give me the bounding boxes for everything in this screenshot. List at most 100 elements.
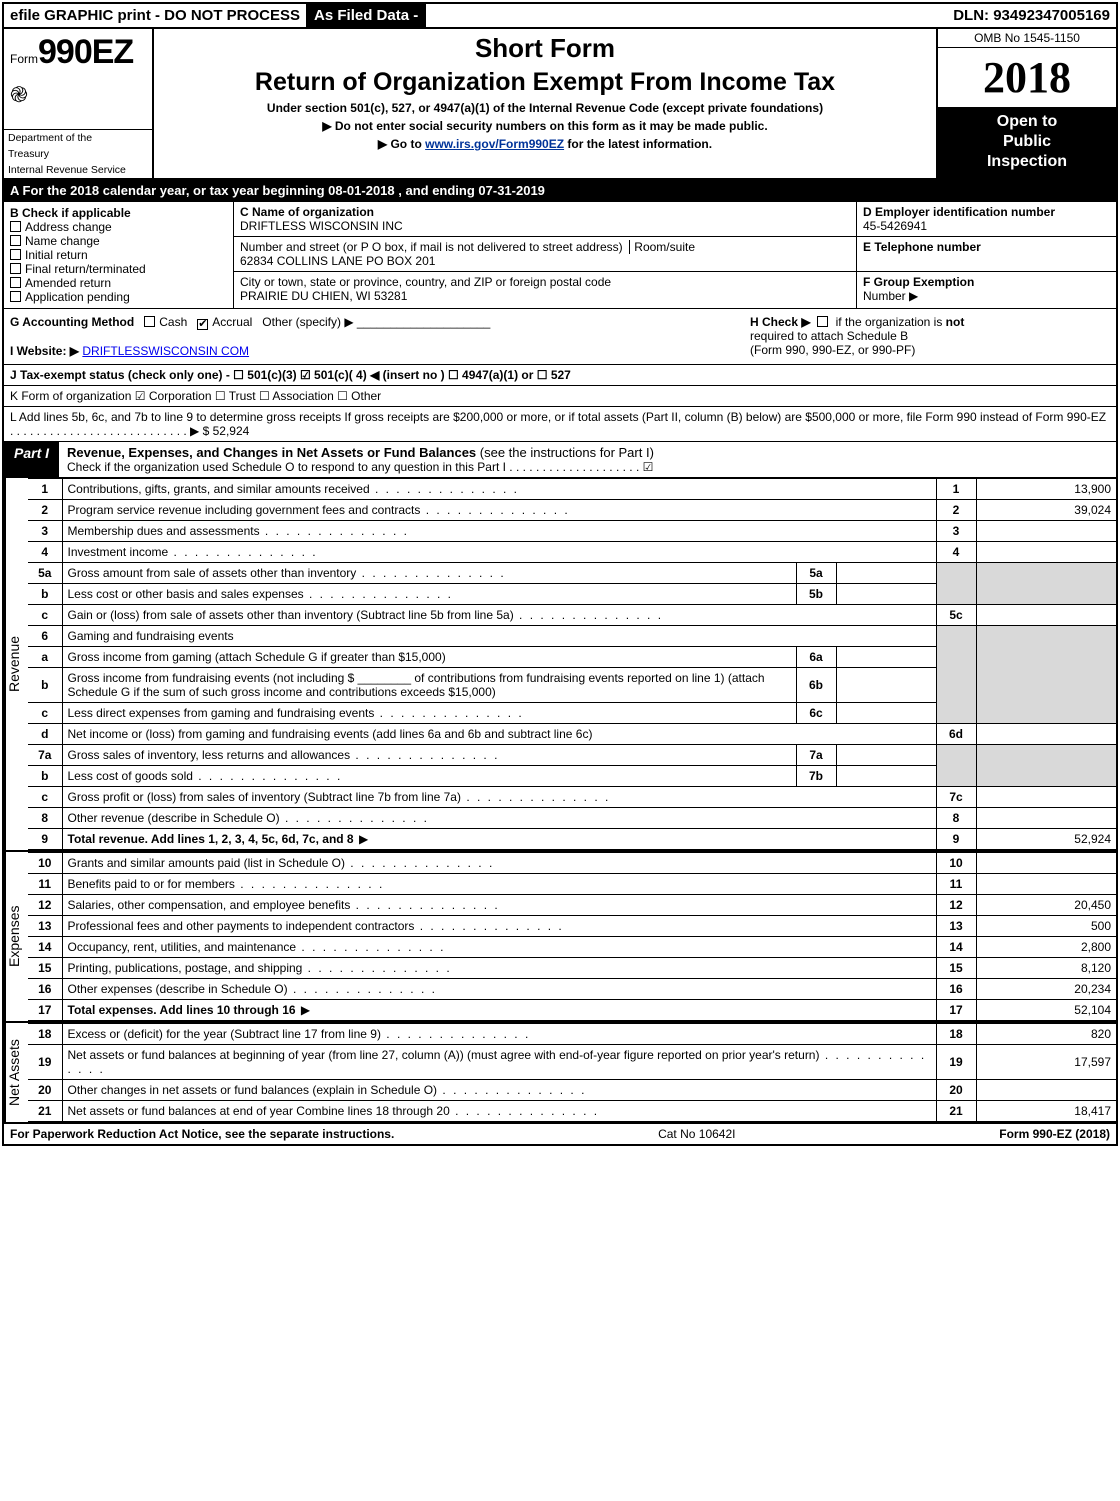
ein-value: 45-5426941 bbox=[863, 219, 927, 233]
sub-501c: Under section 501(c), 527, or 4947(a)(1)… bbox=[162, 101, 928, 115]
b-opt-amended[interactable]: Amended return bbox=[10, 276, 227, 290]
form-header: Form 990EZ ֎ Department of the Treasury … bbox=[4, 29, 1116, 180]
e-label: E Telephone number bbox=[863, 240, 981, 254]
b-opt-initial[interactable]: Initial return bbox=[10, 248, 227, 262]
form-prefix: Form bbox=[10, 52, 38, 66]
org-address: 62834 COLLINS LANE PO BOX 201 bbox=[240, 254, 435, 268]
line-21: 21Net assets or fund balances at end of … bbox=[28, 1101, 1116, 1122]
netassets-table: 18Excess or (deficit) for the year (Subt… bbox=[28, 1023, 1116, 1122]
expenses-table: 10Grants and similar amounts paid (list … bbox=[28, 852, 1116, 1021]
e-phone: E Telephone number bbox=[857, 237, 1116, 272]
revenue-table: 1Contributions, gifts, grants, and simil… bbox=[28, 478, 1116, 850]
checkbox-icon[interactable] bbox=[10, 235, 21, 246]
b-label: B Check if applicable bbox=[10, 206, 227, 220]
c-address: Number and street (or P O box, if mail i… bbox=[234, 237, 856, 272]
header-left: Form 990EZ ֎ Department of the Treasury … bbox=[4, 29, 154, 178]
org-name: DRIFTLESS WISCONSIN INC bbox=[240, 219, 403, 233]
netassets-body: 18Excess or (deficit) for the year (Subt… bbox=[28, 1023, 1116, 1122]
c-name: C Name of organization DRIFTLESS WISCONS… bbox=[234, 202, 856, 237]
revenue-body: 1Contributions, gifts, grants, and simil… bbox=[28, 478, 1116, 850]
checkbox-icon[interactable] bbox=[10, 263, 21, 274]
line-13: 13Professional fees and other payments t… bbox=[28, 916, 1116, 937]
line-14: 14Occupancy, rent, utilities, and mainte… bbox=[28, 937, 1116, 958]
checkbox-icon[interactable] bbox=[10, 277, 21, 288]
f-label: F Group Exemption bbox=[863, 275, 974, 289]
line-a-tax-year: A For the 2018 calendar year, or tax yea… bbox=[4, 180, 1116, 202]
checkbox-icon[interactable] bbox=[10, 291, 21, 302]
efile-dln: DLN: 93492347005169 bbox=[947, 4, 1116, 27]
side-label-expenses: Expenses bbox=[4, 852, 28, 1021]
line-10: 10Grants and similar amounts paid (list … bbox=[28, 853, 1116, 874]
irs-seal-icon: ֎ bbox=[4, 80, 152, 109]
footer-cat-no: Cat No 10642I bbox=[394, 1127, 999, 1141]
line-8: 8Other revenue (describe in Schedule O)8 bbox=[28, 808, 1116, 829]
line-7a: 7aGross sales of inventory, less returns… bbox=[28, 745, 1116, 766]
f-label2: Number ▶ bbox=[863, 289, 918, 303]
line-2: 2Program service revenue including gover… bbox=[28, 500, 1116, 521]
footer-left: For Paperwork Reduction Act Notice, see … bbox=[10, 1127, 394, 1141]
j-tax-exempt: J Tax-exempt status (check only one) - ☐… bbox=[4, 365, 1116, 386]
open-line3: Inspection bbox=[940, 152, 1114, 172]
line-6: 6Gaming and fundraising events bbox=[28, 626, 1116, 647]
h-schedule-b: H Check ▶ if the organization is not req… bbox=[750, 315, 1110, 358]
sub-goto-pre: ▶ Go to bbox=[378, 137, 425, 151]
g-h-row: G Accounting Method Cash Accrual Other (… bbox=[4, 309, 1116, 365]
f-group-exemption: F Group Exemption Number ▶ bbox=[857, 272, 1116, 306]
part-1-tag: Part I bbox=[4, 442, 59, 477]
d-ein: D Employer identification number 45-5426… bbox=[857, 202, 1116, 237]
irs-link[interactable]: www.irs.gov/Form990EZ bbox=[425, 137, 564, 151]
checkbox-icon[interactable] bbox=[197, 319, 208, 330]
k-form-org: K Form of organization ☑ Corporation ☐ T… bbox=[4, 386, 1116, 407]
omb-number: OMB No 1545-1150 bbox=[938, 29, 1116, 48]
net-assets-section: Net Assets 18Excess or (deficit) for the… bbox=[4, 1021, 1116, 1122]
g-label: G Accounting Method bbox=[10, 315, 134, 329]
room-label: Room/suite bbox=[629, 240, 695, 254]
efile-as-filed: As Filed Data - bbox=[306, 4, 426, 27]
expenses-section: Expenses 10Grants and similar amounts pa… bbox=[4, 850, 1116, 1021]
website-link[interactable]: DRIFTLESSWISCONSIN COM bbox=[82, 344, 249, 358]
b-opt-name[interactable]: Name change bbox=[10, 234, 227, 248]
efile-bar: efile GRAPHIC print - DO NOT PROCESS As … bbox=[4, 4, 1116, 29]
form-number: 990EZ bbox=[38, 33, 133, 72]
c-addr-label: Number and street (or P O box, if mail i… bbox=[240, 240, 623, 254]
line-12: 12Salaries, other compensation, and empl… bbox=[28, 895, 1116, 916]
line-19: 19Net assets or fund balances at beginni… bbox=[28, 1045, 1116, 1080]
line-18: 18Excess or (deficit) for the year (Subt… bbox=[28, 1024, 1116, 1045]
footer-form-ref: Form 990-EZ (2018) bbox=[999, 1127, 1110, 1141]
l-amount: 52,924 bbox=[213, 424, 250, 438]
sub-goto-post: for the latest information. bbox=[564, 137, 712, 151]
open-to-public-box: Open to Public Inspection bbox=[938, 108, 1116, 178]
tax-year: 2018 bbox=[938, 48, 1116, 108]
checkbox-icon[interactable] bbox=[10, 249, 21, 260]
col-c-name-address: C Name of organization DRIFTLESS WISCONS… bbox=[234, 202, 856, 308]
b-opt-pending[interactable]: Application pending bbox=[10, 290, 227, 304]
b-opt-final[interactable]: Final return/terminated bbox=[10, 262, 227, 276]
side-label-revenue: Revenue bbox=[4, 478, 28, 850]
checkbox-icon[interactable] bbox=[144, 316, 155, 327]
checkbox-icon[interactable] bbox=[10, 221, 21, 232]
line-6d: dNet income or (loss) from gaming and fu… bbox=[28, 724, 1116, 745]
dept-line3: Internal Revenue Service bbox=[4, 162, 152, 178]
identity-block: B Check if applicable Address change Nam… bbox=[4, 202, 1116, 309]
header-right: OMB No 1545-1150 2018 Open to Public Ins… bbox=[936, 29, 1116, 178]
form-990ez: efile GRAPHIC print - DO NOT PROCESS As … bbox=[2, 2, 1118, 1146]
line-5a: 5aGross amount from sale of assets other… bbox=[28, 563, 1116, 584]
line-1: 1Contributions, gifts, grants, and simil… bbox=[28, 479, 1116, 500]
checkbox-icon[interactable] bbox=[817, 316, 828, 327]
b-opt-address[interactable]: Address change bbox=[10, 220, 227, 234]
part-1-title: Revenue, Expenses, and Changes in Net As… bbox=[59, 442, 1116, 477]
line-3: 3Membership dues and assessments3 bbox=[28, 521, 1116, 542]
line-20: 20Other changes in net assets or fund ba… bbox=[28, 1080, 1116, 1101]
main-title: Return of Organization Exempt From Incom… bbox=[162, 68, 928, 97]
col-b-checkboxes: B Check if applicable Address change Nam… bbox=[4, 202, 234, 308]
i-label: I Website: ▶ bbox=[10, 344, 79, 358]
open-line2: Public bbox=[940, 132, 1114, 152]
open-line1: Open to bbox=[940, 112, 1114, 132]
line-5c: cGain or (loss) from sale of assets othe… bbox=[28, 605, 1116, 626]
short-form-title: Short Form bbox=[162, 33, 928, 64]
line-9: 9Total revenue. Add lines 1, 2, 3, 4, 5c… bbox=[28, 829, 1116, 850]
h-label: H Check ▶ bbox=[750, 315, 811, 329]
col-d-e-f: D Employer identification number 45-5426… bbox=[856, 202, 1116, 308]
d-label: D Employer identification number bbox=[863, 205, 1055, 219]
revenue-section: Revenue 1Contributions, gifts, grants, a… bbox=[4, 478, 1116, 850]
